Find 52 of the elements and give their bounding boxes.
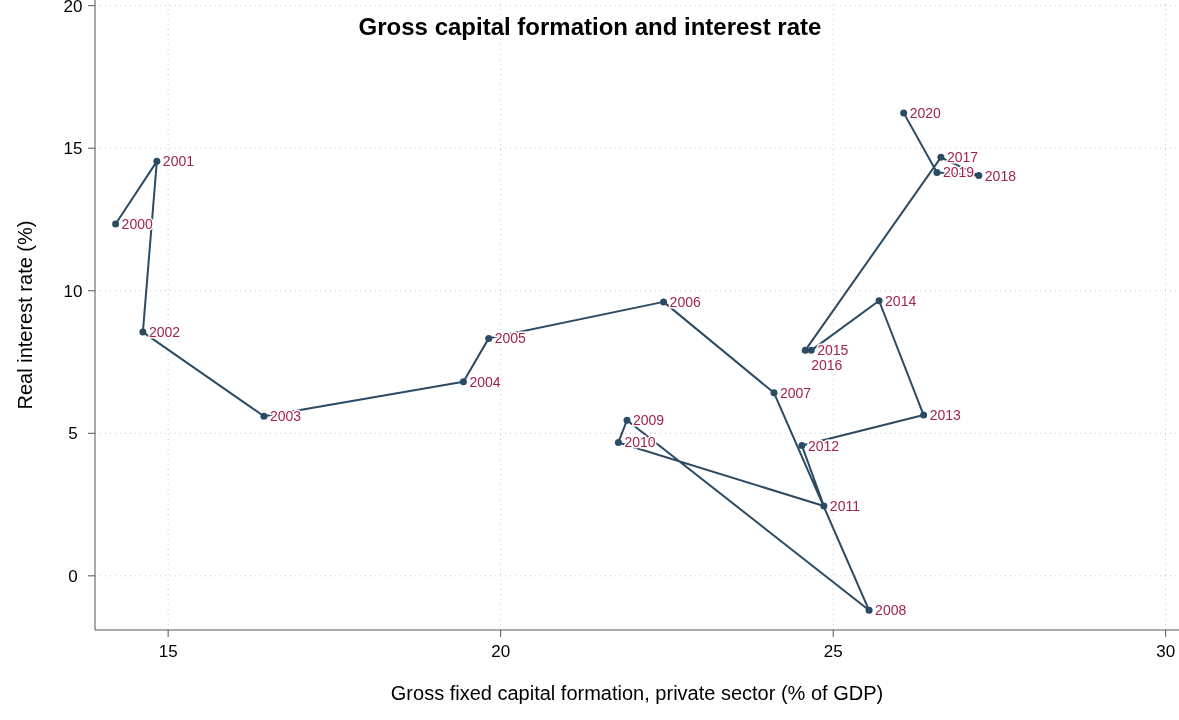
point [798, 442, 806, 450]
point [865, 606, 873, 614]
point [975, 172, 983, 180]
annotation: 2017 [946, 149, 979, 166]
annotation: 2013 [929, 407, 961, 424]
y-tick-label: 20 [63, 0, 83, 16]
annotation: 2015 [817, 342, 849, 359]
annotation: 2008 [875, 602, 907, 619]
y-tick-label: 10 [63, 281, 83, 301]
annotation: 2003 [269, 408, 302, 425]
y-axis-title: Real interest rate (%) [14, 220, 36, 410]
point [807, 346, 815, 354]
y-tick-label: 15 [63, 139, 83, 159]
point [614, 438, 622, 446]
point [485, 334, 493, 342]
point [153, 157, 161, 165]
text: Gross capital formation and interest rate [358, 13, 822, 40]
point [801, 346, 809, 354]
x-tick-label: 25 [823, 642, 843, 661]
annotation: 2016 [811, 357, 843, 374]
x-axis-title: Gross fixed capital formation, private sector (% of GDP) [390, 682, 884, 704]
annotation: 2014 [885, 292, 917, 309]
point [459, 378, 467, 386]
annotation: 2012 [807, 437, 840, 454]
y-tick-label: 0 [68, 566, 78, 586]
annotation: 2007 [780, 384, 812, 401]
annotation: 2018 [984, 167, 1017, 184]
point [937, 153, 945, 161]
annotation: 2009 [633, 412, 665, 429]
x-tick-label: 15 [158, 642, 178, 661]
annotation: 2002 [148, 324, 181, 341]
annotation: 2006 [669, 293, 701, 310]
point [139, 328, 147, 336]
x-tick-label: 20 [491, 642, 511, 661]
point [920, 411, 928, 419]
annotation: 2005 [494, 330, 527, 347]
point [900, 109, 908, 117]
point [933, 168, 941, 176]
point [770, 389, 778, 397]
annotation: 2001 [162, 153, 195, 170]
annotation: 2010 [624, 434, 656, 451]
annotation: 2011 [829, 498, 861, 514]
point [623, 416, 631, 424]
y-tick-label: 5 [68, 424, 78, 444]
annotation: 2004 [469, 373, 501, 390]
annotation: 2020 [909, 104, 942, 121]
point [660, 298, 668, 306]
point [260, 412, 268, 420]
point [112, 220, 120, 228]
point [875, 297, 883, 305]
point [820, 502, 828, 510]
x-tick-label: 30 [1156, 642, 1176, 661]
